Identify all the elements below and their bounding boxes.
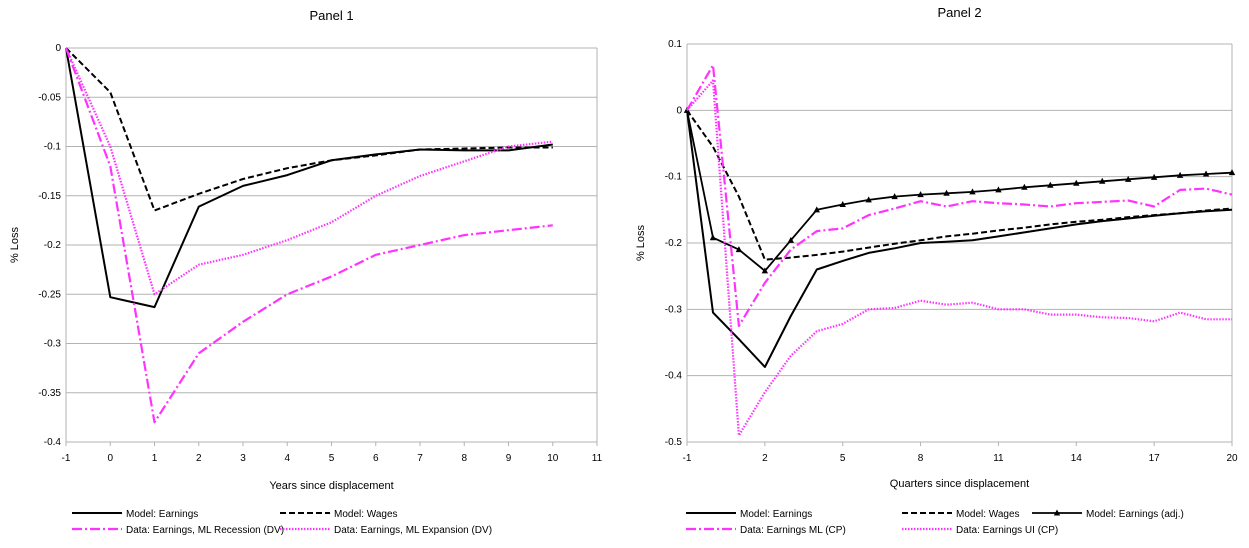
x-tick-label: 11 — [592, 453, 603, 464]
x-tick-label: -1 — [683, 453, 692, 464]
x-tick-label: 0 — [107, 453, 113, 464]
y-tick-label: 0.1 — [668, 39, 682, 50]
legend-item: Data: Earnings, ML Expansion (DV) — [280, 525, 492, 536]
legend-item: Data: Earnings ML (CP) — [686, 525, 846, 536]
legend-item: Data: Earnings UI (CP) — [902, 525, 1058, 536]
legend-label: Data: Earnings, ML Recession (DV) — [126, 525, 284, 536]
x-tick-label: 17 — [1149, 453, 1161, 464]
x-tick-label: 4 — [284, 453, 290, 464]
x-tick-label: 6 — [373, 453, 379, 464]
y-tick-label: 0 — [676, 105, 682, 116]
y-tick-label: -0.35 — [38, 388, 61, 399]
x-tick-label: 9 — [506, 453, 512, 464]
x-axis-label: Quarters since displacement — [890, 478, 1029, 490]
legend-label: Model: Earnings — [126, 509, 198, 520]
legend-marker — [1053, 509, 1061, 516]
series-marker — [735, 246, 743, 253]
x-tick-label: 14 — [1071, 453, 1083, 464]
series-marker — [891, 193, 898, 200]
y-tick-label: -0.1 — [44, 142, 62, 153]
series-marker — [1150, 173, 1158, 180]
legend-item: Model: Earnings — [686, 509, 812, 520]
series-line-3 — [686, 110, 1233, 272]
panel-2: Panel 2 0.1 0 -0.1 -0.2 -0.3 -0.4 -0.5-1 2 5 8 11 14… — [635, 5, 1238, 536]
series-marker — [1073, 179, 1080, 186]
legend-label: Data: Earnings, ML Expansion (DV) — [334, 525, 492, 536]
y-tick-label: -0.2 — [44, 240, 62, 251]
series-marker — [1021, 183, 1028, 190]
legend-label: Model: Earnings (adj.) — [1086, 509, 1184, 520]
x-tick-label: 8 — [918, 453, 924, 464]
legend-label: Model: Wages — [334, 509, 398, 520]
series-marker — [1202, 170, 1210, 177]
series-marker — [969, 188, 976, 195]
y-axis-label: % Loss — [9, 226, 21, 263]
series-marker — [1176, 171, 1184, 178]
chart-title: Panel 1 — [309, 8, 353, 23]
y-tick-label: -0.05 — [38, 92, 61, 103]
series-line-1 — [65, 47, 553, 309]
series-marker — [839, 201, 846, 208]
legend-item: Model: Earnings (adj.) — [1032, 509, 1184, 520]
x-tick-label: 1 — [152, 453, 158, 464]
legend-item: Model: Earnings — [72, 509, 198, 520]
panel-1: Panel 1 0 -0.05 -0.1 -0.15 -0.2 -0.25 -0.3 -0.35… — [9, 8, 603, 536]
y-tick-label: -0.1 — [665, 172, 683, 183]
series-marker — [1228, 169, 1236, 176]
y-tick-label: -0.2 — [665, 238, 683, 249]
series-marker — [917, 191, 924, 198]
x-tick-label: 5 — [329, 453, 335, 464]
x-tick-label: 5 — [840, 453, 846, 464]
x-tick-label: 10 — [547, 453, 559, 464]
y-tick-label: -0.3 — [44, 339, 62, 350]
series-line-5 — [686, 79, 1232, 437]
y-tick-label: -0.4 — [44, 437, 62, 448]
legend-label: Data: Earnings UI (CP) — [956, 525, 1058, 536]
series-marker — [1047, 181, 1054, 188]
series-marker — [761, 267, 769, 274]
x-tick-label: 20 — [1226, 453, 1238, 464]
y-tick-label: -0.4 — [665, 371, 683, 382]
series-line-1 — [686, 110, 1233, 368]
y-tick-label: -0.5 — [665, 437, 683, 448]
x-axis-label: Years since displacement — [269, 480, 393, 492]
legend-label: Model: Wages — [956, 509, 1020, 520]
legend-label: Model: Earnings — [740, 509, 812, 520]
x-tick-label: 8 — [461, 453, 467, 464]
chart-title: Panel 2 — [937, 5, 981, 20]
legend-item: Model: Wages — [280, 509, 398, 520]
series-line-4 — [686, 64, 1233, 327]
legend-label: Data: Earnings ML (CP) — [740, 525, 846, 536]
y-axis-label: % Loss — [635, 224, 647, 261]
y-tick-label: -0.15 — [38, 191, 61, 202]
x-tick-label: 7 — [417, 453, 423, 464]
series-marker — [865, 196, 872, 203]
legend-item: Model: Wages — [902, 509, 1020, 520]
x-tick-label: 11 — [993, 453, 1004, 464]
y-tick-label: 0 — [55, 43, 61, 54]
y-tick-label: -0.3 — [665, 304, 683, 315]
series-line-3 — [64, 47, 553, 424]
legend-item: Data: Earnings, ML Recession (DV) — [72, 525, 284, 536]
y-tick-label: -0.25 — [38, 289, 61, 300]
series-marker — [1124, 175, 1132, 182]
series-marker — [943, 189, 950, 196]
series-marker — [1099, 177, 1106, 184]
x-tick-label: -1 — [62, 453, 71, 464]
x-tick-label: 3 — [240, 453, 246, 464]
x-tick-label: 2 — [762, 453, 768, 464]
series-line-2 — [686, 109, 1233, 261]
x-tick-label: 2 — [196, 453, 202, 464]
series-line-4 — [64, 47, 553, 296]
series-marker — [813, 206, 820, 213]
series-marker — [709, 234, 717, 241]
series-line-2 — [65, 47, 553, 212]
series-marker — [787, 236, 795, 243]
series-marker — [995, 186, 1002, 193]
